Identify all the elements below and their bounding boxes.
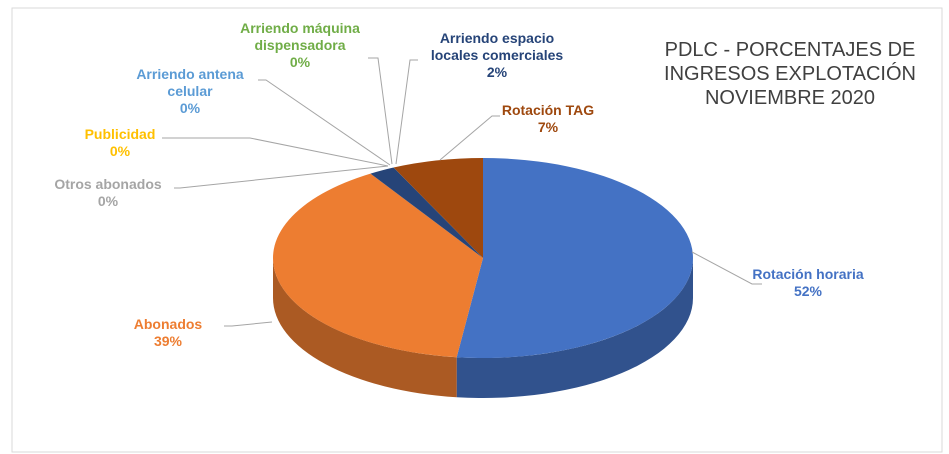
pie-slice-side xyxy=(456,258,693,398)
value-label: 0% xyxy=(289,54,311,70)
data-label: Arriendo antena celular 0% xyxy=(115,66,265,117)
leader-line xyxy=(395,59,418,165)
data-label: Abonados 39% xyxy=(93,316,243,350)
category-label: Publicidad xyxy=(84,126,156,142)
leader-line xyxy=(368,57,393,165)
data-label: Rotación horaria 52% xyxy=(733,266,883,300)
leader-line xyxy=(224,321,273,327)
category-label: Abonados xyxy=(133,316,203,332)
value-label: 39% xyxy=(153,333,183,349)
leader-line xyxy=(439,115,500,161)
value-label: 0% xyxy=(109,143,131,159)
category-label: Rotación TAG xyxy=(501,102,595,118)
pie-slice-side xyxy=(273,258,457,398)
data-label: Arriendo máquina dispensadora 0% xyxy=(225,20,375,71)
value-label: 2% xyxy=(486,64,508,80)
category-label: Arriendo antena celular xyxy=(136,66,244,99)
value-label: 0% xyxy=(179,100,201,116)
category-label: Arriendo espacio locales comerciales xyxy=(430,30,564,63)
data-label: Publicidad 0% xyxy=(45,126,195,160)
data-label: Otros abonados 0% xyxy=(33,176,183,210)
leader-line xyxy=(162,137,389,167)
pie-slice xyxy=(393,158,483,258)
data-label: Rotación TAG 7% xyxy=(473,102,623,136)
value-label: 0% xyxy=(97,193,119,209)
pie-slice xyxy=(273,173,483,358)
value-label: 7% xyxy=(537,119,559,135)
category-label: Rotación horaria xyxy=(752,266,864,282)
chart-title: PDLC - PORCENTAJES DE INGRESOS EXPLOTACI… xyxy=(664,39,916,109)
data-label: Arriendo espacio locales comerciales 2% xyxy=(422,30,572,81)
leader-line xyxy=(691,251,762,285)
category-label: Otros abonados xyxy=(54,176,162,192)
pie-slice xyxy=(370,167,483,258)
leader-line xyxy=(258,79,391,166)
category-label: Arriendo máquina dispensadora xyxy=(240,20,360,53)
leader-line xyxy=(174,165,389,189)
value-label: 52% xyxy=(793,283,823,299)
pie-slice xyxy=(456,157,694,358)
